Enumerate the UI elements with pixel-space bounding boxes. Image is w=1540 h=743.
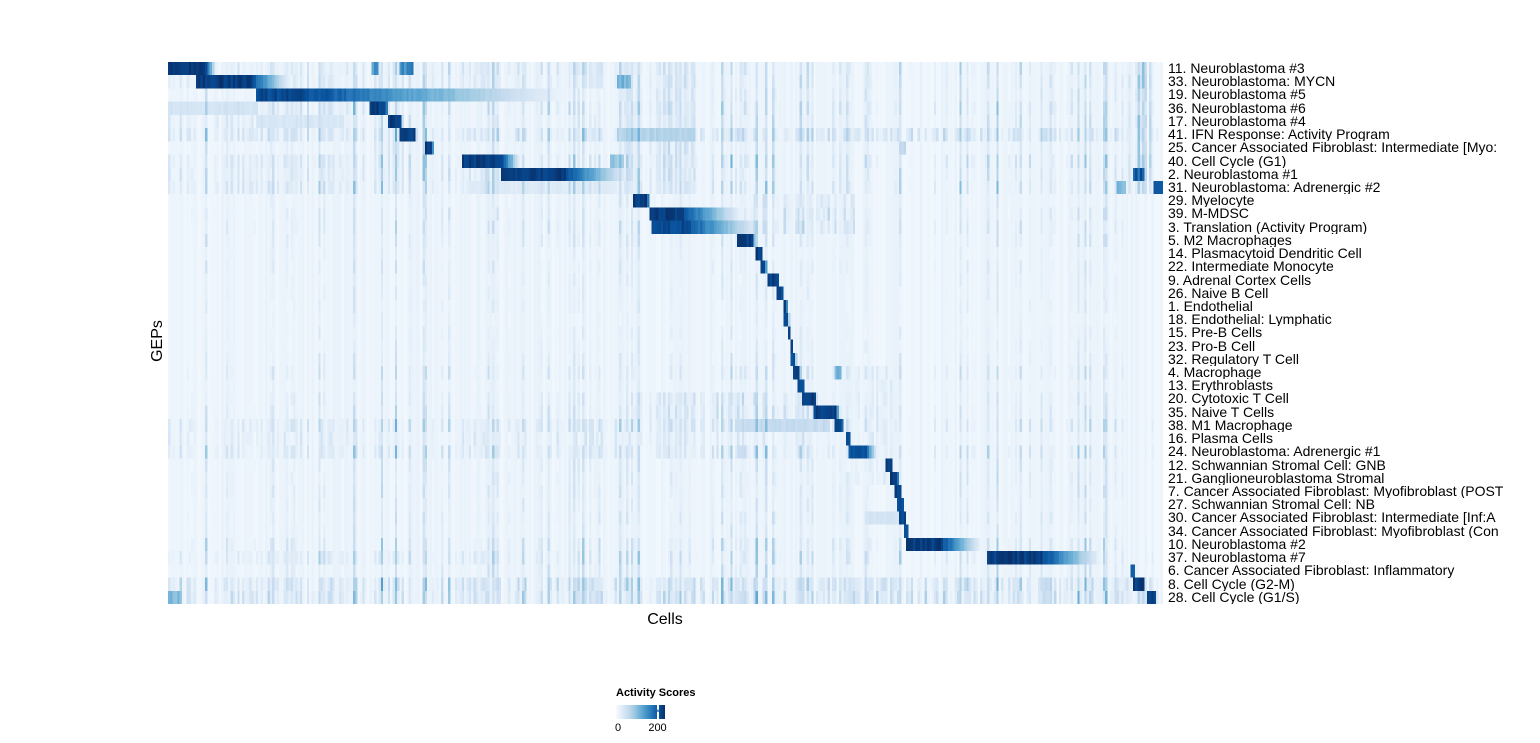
row-label: 8. Cell Cycle (G2-M)	[1168, 577, 1295, 591]
row-label: 3. Translation (Activity Program)	[1168, 220, 1368, 234]
row-label: 22. Intermediate Monocyte	[1168, 260, 1334, 274]
row-label: 26. Naive B Cell	[1168, 286, 1269, 300]
legend-title: Activity Scores	[616, 687, 696, 699]
heatmap-canvas	[168, 62, 1163, 604]
row-label: 24. Neuroblastoma: Adrenergic #1	[1168, 445, 1381, 459]
row-label: 31. Neuroblastoma: Adrenergic #2	[1168, 180, 1381, 195]
row-label: 7. Cancer Associated Fibroblast: Myofibr…	[1168, 485, 1504, 499]
row-label: 21. Ganglioneuroblastoma Stromal	[1168, 471, 1385, 485]
row-label: 33. Neuroblastoma: MYCN	[1168, 75, 1336, 89]
row-label: 4. Macrophage	[1168, 366, 1262, 380]
row-label: 34. Cancer Associated Fibroblast: Myofib…	[1168, 524, 1499, 538]
row-label: 32. Regulatory T Cell	[1168, 352, 1299, 367]
row-label: 29. Myelocyte	[1168, 194, 1255, 208]
row-label: 36. Neuroblastoma #6	[1168, 101, 1306, 115]
row-label: 37. Neuroblastoma #7	[1168, 551, 1306, 565]
row-label: 27. Schwannian Stromal Cell: NB	[1168, 498, 1375, 512]
y-axis-label: GEPs	[149, 320, 166, 362]
row-label: 40. Cell Cycle (G1)	[1168, 154, 1287, 168]
row-label: 20. Cytotoxic T Cell	[1168, 392, 1289, 406]
row-labels: 11. Neuroblastoma #3 33. Neuroblastoma: M…	[1168, 62, 1540, 606]
row-label: 28. Cell Cycle (G1/S)	[1168, 590, 1300, 604]
legend-tick-label-max: 200	[648, 722, 667, 734]
row-label: 35. Naive T Cells	[1168, 405, 1275, 419]
x-axis-label: Cells	[647, 611, 683, 628]
legend: Activity Scores 0 200	[614, 687, 736, 735]
row-label: 6. Cancer Associated Fibroblast: Inflamm…	[1168, 564, 1455, 578]
row-label: 16. Plasma Cells	[1168, 432, 1274, 446]
row-label: 19. Neuroblastoma #5	[1168, 88, 1306, 102]
legend-tick-mark	[656, 705, 659, 719]
row-label: 30. Cancer Associated Fibroblast: Interm…	[1168, 511, 1496, 525]
row-label: 14. Plasmacytoid Dendritic Cell	[1168, 247, 1362, 261]
legend-tick-label-min: 0	[614, 722, 622, 734]
row-label: 13. Erythroblasts	[1168, 379, 1274, 393]
row-label: 5. M2 Macrophages	[1168, 233, 1292, 248]
row-label: 15. Pre-B Cells	[1168, 326, 1263, 340]
row-label: 25. Cancer Associated Fibroblast: Interm…	[1168, 141, 1498, 155]
row-label: 17. Neuroblastoma #4	[1168, 114, 1306, 129]
row-label: 23. Pro-B Cell	[1168, 339, 1256, 353]
row-label: 38. M1 Macrophage	[1168, 418, 1293, 433]
legend-tick-labels: 0 200	[614, 722, 676, 735]
row-label: 10. Neuroblastoma #2	[1168, 537, 1306, 552]
row-label: 39. M-MDSC	[1168, 207, 1249, 221]
row-label: 12. Schwannian Stromal Cell: GNB	[1168, 458, 1386, 472]
row-label: 18. Endothelial: Lymphatic	[1168, 313, 1332, 327]
row-label: 1. Endothelial	[1168, 299, 1253, 314]
legend-gradient-bar	[616, 705, 665, 719]
row-label: 41. IFN Response: Activity Program	[1168, 128, 1390, 142]
row-label: 11. Neuroblastoma #3	[1168, 62, 1305, 76]
row-label: 9. Adrenal Cortex Cells	[1168, 273, 1312, 287]
row-label: 2. Neuroblastoma #1	[1168, 167, 1298, 181]
